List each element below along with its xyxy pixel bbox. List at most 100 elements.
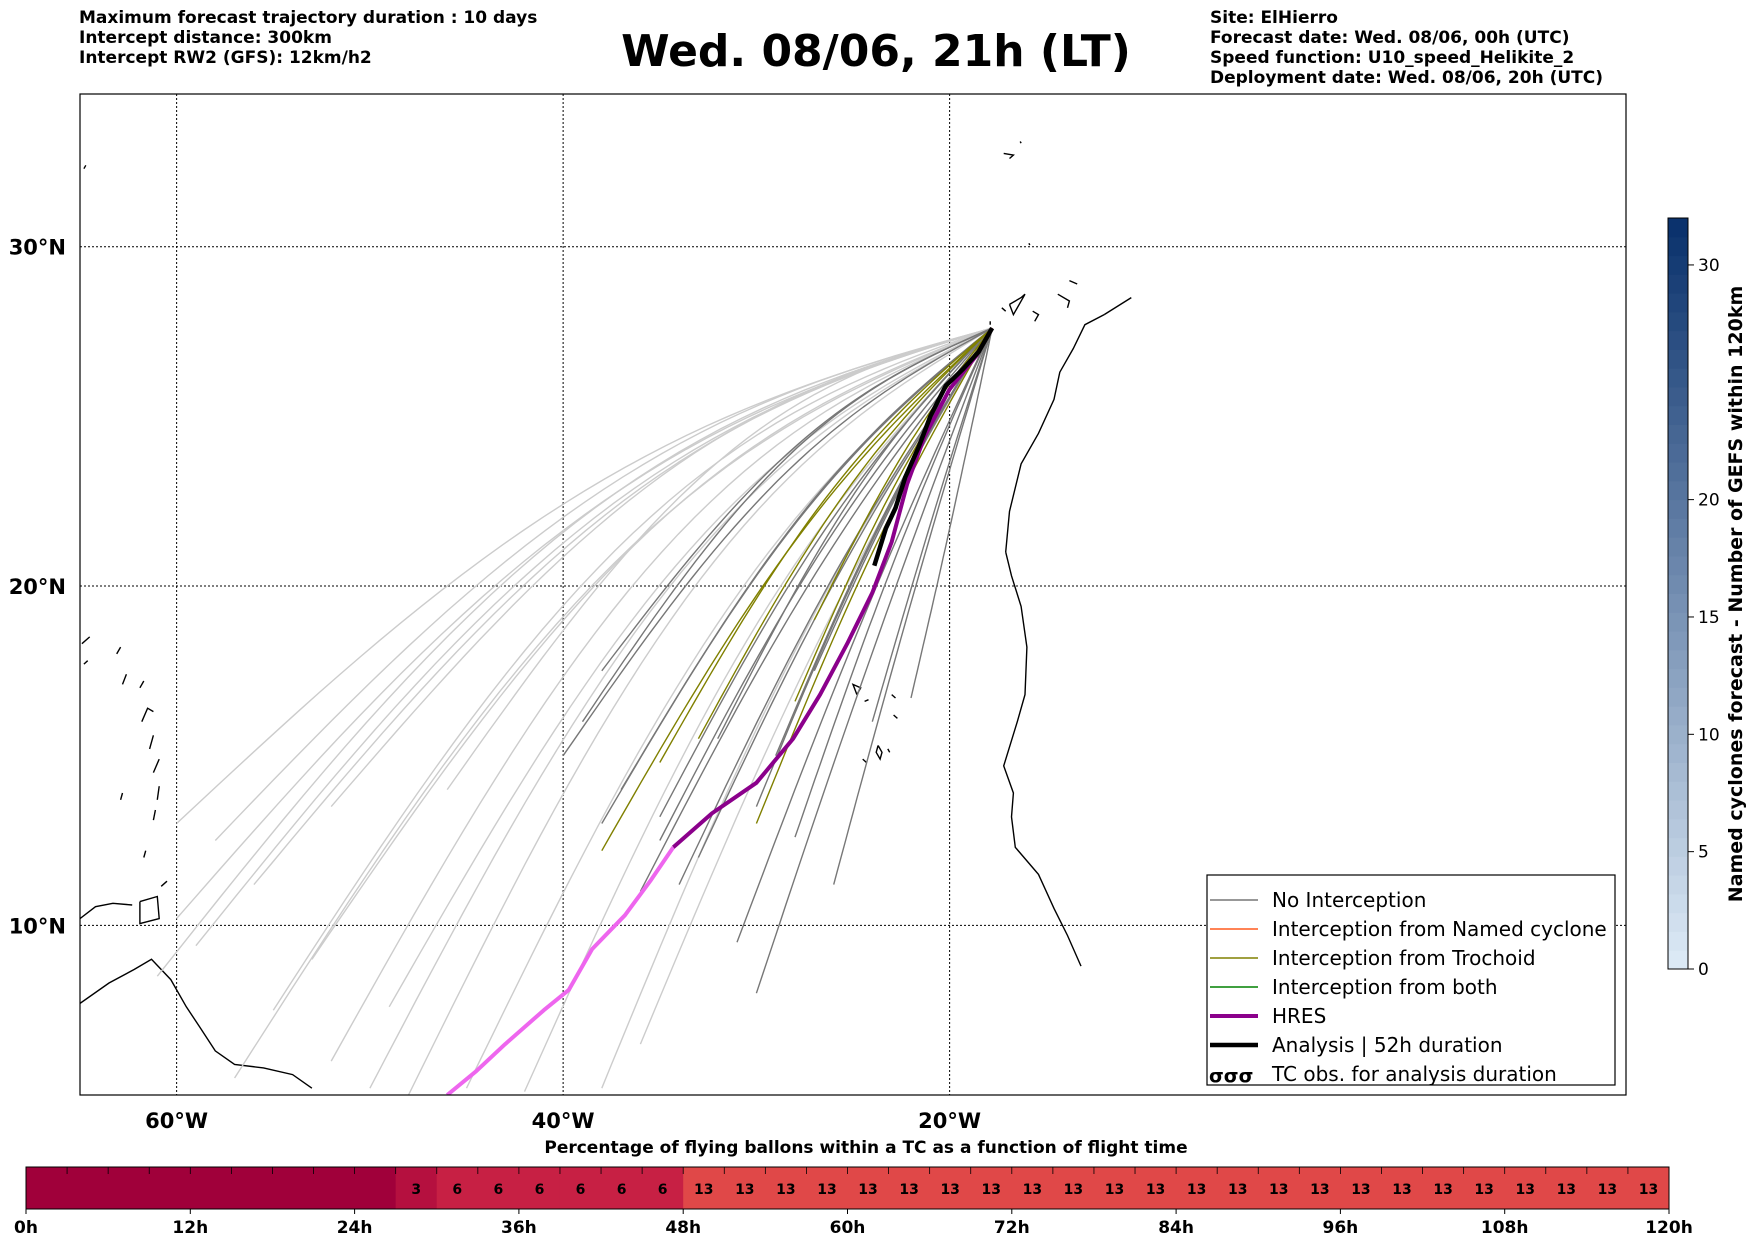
timeline-cell-value: 13 xyxy=(1351,1182,1370,1198)
lon-tick-label: 40°W xyxy=(532,1109,595,1133)
timeline-cell-value: 13 xyxy=(982,1182,1001,1198)
no-interception-trajectory xyxy=(659,327,993,841)
colorbar-segment xyxy=(1668,349,1688,369)
coastline-segment xyxy=(81,636,91,645)
coastline-segment xyxy=(1028,242,1031,246)
timeline-cell xyxy=(1545,1167,1588,1209)
timeline-cell xyxy=(1258,1167,1300,1209)
coastline-segment xyxy=(1008,293,1026,317)
colorbar-segment xyxy=(1668,274,1688,294)
timeline-cell-value: 3 xyxy=(411,1182,421,1198)
timeline-cell xyxy=(1011,1167,1054,1209)
colorbar-tick-label: 20 xyxy=(1698,491,1720,511)
colorbar-tick-label: 10 xyxy=(1698,725,1720,745)
no-interception-trajectory xyxy=(794,327,993,838)
lat-tick-label: 10°N xyxy=(9,914,66,938)
colorbar-segment xyxy=(1668,236,1688,257)
faded-trajectory xyxy=(253,327,993,886)
timeline-cell xyxy=(806,1167,848,1209)
tc-obs-icon: σσσ xyxy=(1209,1065,1253,1087)
coastline-segment xyxy=(83,660,89,665)
timeline-cell xyxy=(1093,1167,1136,1209)
colorbar-segment xyxy=(1668,912,1688,932)
timeline-cell-value: 6 xyxy=(658,1182,668,1198)
trochoid-trajectory xyxy=(697,327,993,740)
hres-extended-line xyxy=(445,846,675,1095)
timeline-cell xyxy=(642,1167,684,1209)
timeline-tick-label: 0h xyxy=(14,1218,38,1238)
colorbar-segment xyxy=(1668,537,1688,557)
colorbar-segment xyxy=(1668,762,1688,782)
colorbar-segment xyxy=(1668,631,1688,651)
timeline-cell xyxy=(1627,1167,1670,1209)
coastline-segment xyxy=(152,809,157,821)
legend-item-label: Interception from Trochoid xyxy=(1272,946,1536,970)
no-interception-trajectory xyxy=(601,327,993,824)
timeline-cell-value: 13 xyxy=(1598,1182,1617,1198)
colorbar-segment xyxy=(1668,386,1688,407)
faded-trajectory xyxy=(330,327,993,808)
no-interception-trajectory xyxy=(562,327,993,757)
lat-tick-label: 20°N xyxy=(9,575,66,599)
legend-item-label: Analysis | 52h duration xyxy=(1272,1033,1503,1057)
coastline-segment xyxy=(83,164,87,170)
legend-item-label: Interception from Named cyclone xyxy=(1272,917,1607,941)
no-interception-trajectory xyxy=(659,327,993,818)
colorbar-tick-label: 0 xyxy=(1698,960,1709,980)
max-duration-text: Maximum forecast trajectory duration : 1… xyxy=(79,8,538,28)
no-interception-trajectory xyxy=(601,327,993,672)
timeline-cell xyxy=(1052,1167,1095,1209)
colorbar-segment xyxy=(1668,724,1688,745)
coastline-segment xyxy=(1057,293,1071,308)
timeline-cell-value: 13 xyxy=(735,1182,754,1198)
colorbar-tick-label: 5 xyxy=(1698,843,1709,863)
coastline-segment xyxy=(864,699,869,703)
timeline-cell xyxy=(601,1167,643,1209)
timeline-cell xyxy=(1422,1167,1465,1209)
colorbar-segment xyxy=(1668,443,1688,463)
colorbar-segment xyxy=(1668,480,1688,501)
timeline-cell xyxy=(108,1167,150,1209)
colorbar-segment xyxy=(1668,781,1688,801)
colorbar-segment xyxy=(1668,499,1688,519)
lon-tick-label: 60°W xyxy=(145,1109,208,1133)
coastline-segment xyxy=(1002,551,1082,967)
timeline-cell-value: 6 xyxy=(617,1182,627,1198)
colorbar-segment xyxy=(1668,518,1688,538)
colorbar-segment xyxy=(1668,424,1688,444)
coastline-segment xyxy=(875,745,883,761)
timeline-cell xyxy=(888,1167,931,1209)
timeline-cell xyxy=(1176,1167,1218,1209)
colorbar-segment xyxy=(1668,893,1688,914)
no-interception-trajectory xyxy=(871,327,993,722)
intercept-distance-text: Intercept distance: 300km xyxy=(79,28,332,48)
map-axis-labels: 60°W 40°W 20°W 30°N 20°N 10°N xyxy=(9,236,981,1133)
timeline-tick-label: 36h xyxy=(501,1218,537,1238)
coastline-segment xyxy=(119,792,124,800)
timeline-tick-label: 24h xyxy=(337,1218,373,1238)
timeline-cell-value: 13 xyxy=(1228,1182,1247,1198)
coastline-segment xyxy=(887,748,891,753)
no-interception-trajectory xyxy=(910,327,993,699)
timeline-cell-value: 13 xyxy=(899,1182,918,1198)
timeline-tick-label: 60h xyxy=(830,1218,866,1238)
colorbar-segment xyxy=(1668,800,1688,820)
timeline-cell-value: 6 xyxy=(493,1182,503,1198)
timeline-cell xyxy=(67,1167,109,1209)
timeline-cell-value: 13 xyxy=(1064,1182,1083,1198)
coastline-segment xyxy=(862,758,867,764)
timeline-cell xyxy=(1299,1167,1341,1209)
coastline-segment xyxy=(143,850,147,858)
timeline-cell xyxy=(1463,1167,1506,1209)
legend-box xyxy=(1206,874,1616,1086)
timeline-cell xyxy=(190,1167,232,1209)
timeline-cell-value: 13 xyxy=(1269,1182,1288,1198)
timeline-cell xyxy=(724,1167,766,1209)
timeline-title: Percentage of flying ballons within a TC… xyxy=(544,1138,1187,1158)
no-interception-trajectory xyxy=(639,327,993,892)
timeline-cell-value: 13 xyxy=(940,1182,959,1198)
timeline-cell xyxy=(1135,1167,1177,1209)
faded-trajectory xyxy=(214,327,993,841)
timeline-cell-value: 6 xyxy=(535,1182,545,1198)
analysis-trajectory xyxy=(872,326,995,567)
